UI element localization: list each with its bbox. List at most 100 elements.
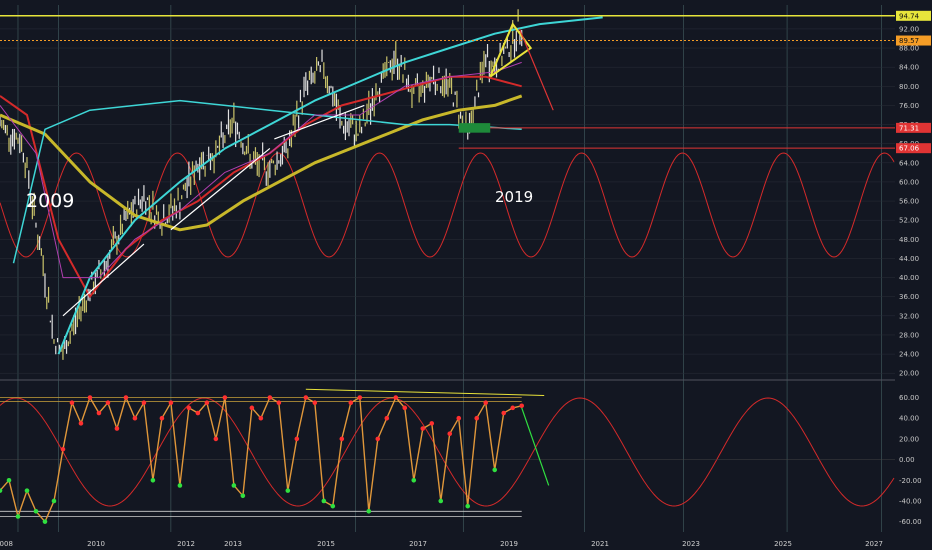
osc-marker [177, 483, 183, 488]
osc-y-tick-label: -40.00 [899, 497, 922, 505]
y-tick-label: 48.00 [899, 236, 919, 244]
y-tick-label: 52.00 [899, 217, 919, 225]
osc-marker [6, 477, 12, 483]
y-tick-label: 24.00 [899, 351, 919, 359]
y-tick-label: 64.00 [899, 159, 919, 167]
osc-trendline [305, 388, 545, 396]
osc-marker [258, 415, 264, 421]
price-tag-text: 67.06 [899, 145, 920, 153]
price-tag-text: 89.57 [899, 37, 919, 45]
osc-marker [456, 415, 462, 421]
osc-y-tick-label: -20.00 [899, 477, 922, 485]
price-tag-89.57 [896, 35, 931, 46]
osc-marker [339, 436, 345, 442]
projection-arrow [518, 28, 554, 111]
arrow-channel-2 [274, 104, 365, 140]
y-tick-label: 80.00 [899, 83, 919, 91]
osc-marker [267, 395, 273, 400]
trend-drawings [62, 22, 554, 317]
osc-marker [375, 436, 381, 442]
osc-marker [168, 400, 174, 405]
osc-marker [501, 410, 507, 416]
arrow-channel-1 [170, 147, 271, 231]
x-tick-label: 2008 [0, 540, 13, 548]
osc-marker [159, 415, 165, 421]
y-tick-label: 44.00 [899, 255, 919, 263]
osc-marker [411, 477, 417, 483]
osc-marker [384, 415, 390, 421]
y-tick-label: 36.00 [899, 293, 919, 301]
osc-marker [492, 467, 498, 473]
osc-marker [105, 400, 111, 405]
osc-marker [231, 483, 237, 488]
osc-marker [447, 431, 453, 437]
osc-marker [393, 395, 399, 400]
osc-marker [294, 436, 300, 442]
annotation-2009: 2009 [26, 190, 74, 212]
arrow-channel-0 [62, 243, 145, 317]
y-tick-label: 28.00 [899, 331, 919, 339]
lower-arc [12, 99, 522, 264]
x-tick-label: 2012 [177, 540, 195, 548]
osc-marker [312, 400, 318, 405]
osc-marker [348, 400, 354, 405]
osc-marker [285, 488, 291, 493]
osc-marker [438, 498, 444, 504]
osc-projection-arrow [521, 407, 550, 486]
osc-marker [186, 405, 192, 411]
y-tick-label: 92.00 [899, 25, 919, 33]
osc-marker [69, 400, 75, 405]
y-tick-label: 60.00 [899, 178, 919, 186]
osc-marker [195, 410, 201, 416]
y-tick-label: 32.00 [899, 312, 919, 320]
osc-marker [222, 395, 228, 400]
osc-marker [519, 403, 525, 409]
price-axis[interactable] [895, 0, 932, 550]
x-tick-label: 2027 [865, 540, 883, 548]
osc-marker [420, 426, 426, 431]
osc-y-tick-label: -60.00 [899, 518, 922, 526]
x-tick-label: 2015 [317, 540, 335, 548]
x-tick-label: 2021 [591, 540, 609, 548]
osc-marker [474, 415, 480, 421]
osc-marker [213, 436, 219, 442]
price-tag-text: 71.31 [899, 124, 919, 132]
osc-marker [150, 477, 156, 483]
osc-marker [330, 503, 336, 509]
osc-marker [96, 410, 102, 416]
osc-y-tick-label: 60.00 [899, 394, 919, 402]
osc-marker [24, 488, 30, 493]
osc-marker [366, 509, 372, 514]
x-tick-label: 2017 [409, 540, 427, 548]
wedge [489, 22, 533, 78]
support-box [458, 123, 491, 133]
osc-marker [240, 493, 246, 499]
price-tag-94.74 [896, 10, 931, 21]
y-tick-label: 56.00 [899, 198, 919, 206]
osc-marker [141, 400, 147, 405]
x-tick-label: 2025 [774, 540, 792, 548]
y-tick-label: 88.00 [899, 45, 919, 53]
osc-marker [402, 405, 408, 411]
x-tick-label: 2019 [500, 540, 518, 548]
osc-marker [303, 395, 309, 400]
osc-y-tick-label: 40.00 [899, 415, 919, 423]
price-tag-67.06 [896, 143, 931, 154]
osc-marker [357, 395, 363, 400]
y-tick-label: 76.00 [899, 102, 919, 110]
osc-marker [132, 415, 138, 421]
osc-marker [60, 446, 66, 452]
osc-marker [51, 498, 57, 504]
osc-marker [42, 519, 48, 524]
x-tick-label: 2013 [224, 540, 242, 548]
osc-marker [123, 395, 129, 400]
osc-marker [276, 400, 282, 405]
osc-marker [429, 421, 435, 426]
oscillator-pane [0, 388, 895, 524]
ma-yellow [0, 94, 523, 232]
price-series [0, 9, 895, 360]
osc-marker [78, 421, 84, 426]
price-tag-text: 94.74 [899, 12, 920, 20]
